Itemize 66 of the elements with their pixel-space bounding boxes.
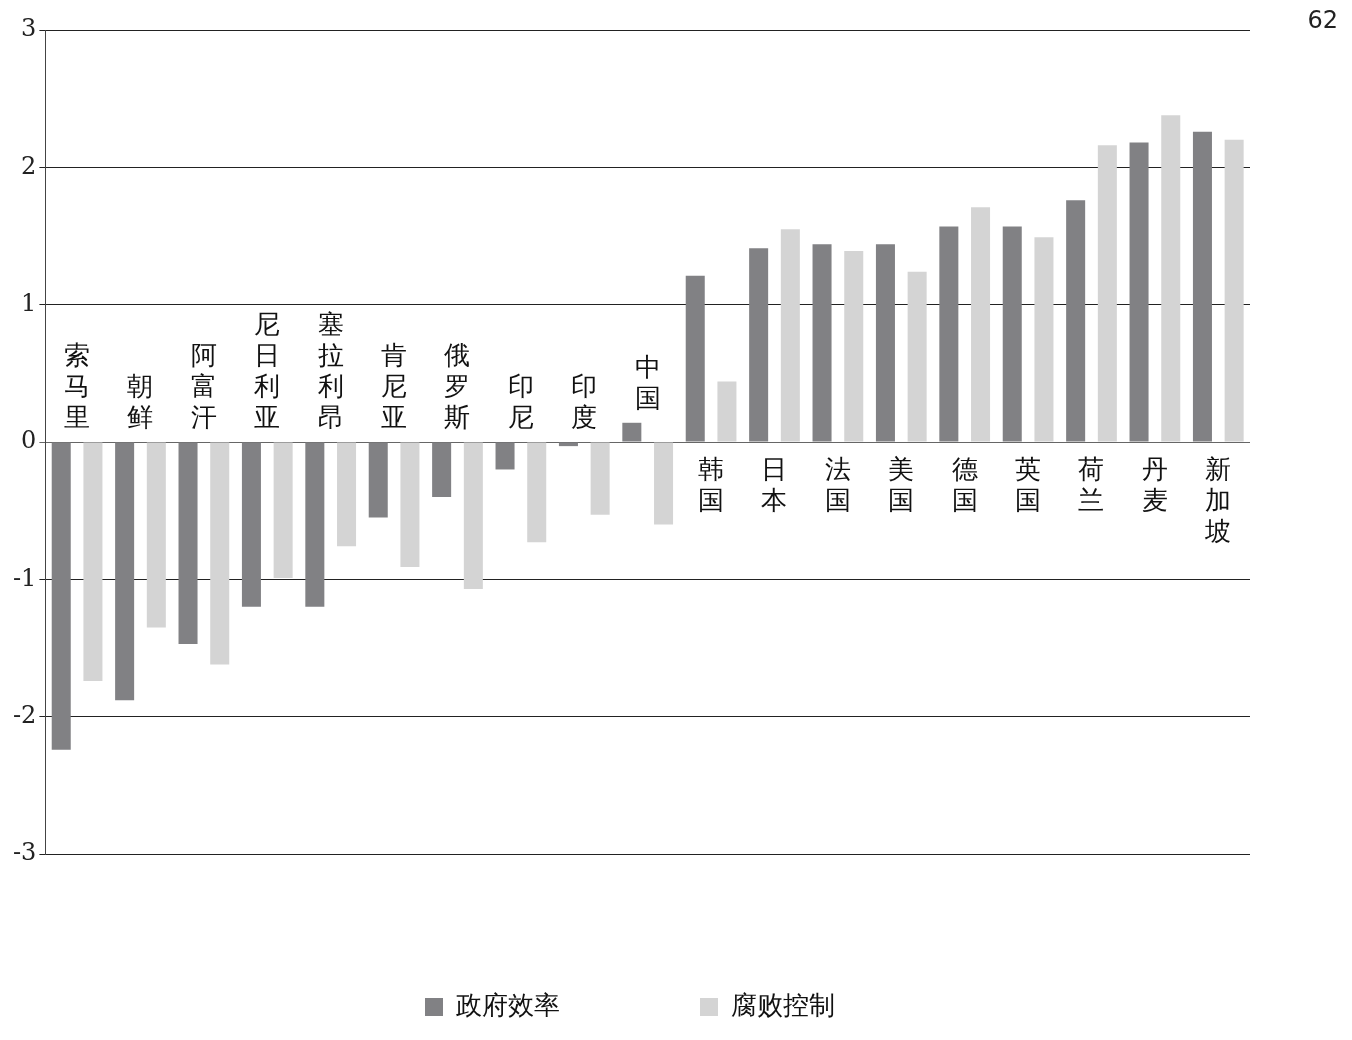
bar [907,271,927,442]
x-tick-label: 日本 [761,453,788,515]
bar [305,442,325,607]
x-tick-label: 印尼 [507,370,534,432]
bar [1097,145,1117,442]
x-tick-label: 索马里 [64,339,91,432]
y-tick-label: -2 [12,700,37,729]
y-tick-label: 0 [21,426,37,455]
y-tick-label: 3 [21,14,37,43]
bar [622,422,642,442]
bar [654,442,674,525]
x-tick-label: 印度 [571,370,598,432]
bar [844,251,864,442]
bar [178,442,198,644]
x-tick-label: 朝鲜 [127,370,154,432]
text: 62 [1307,6,1338,34]
bar [51,442,71,750]
x-tick-label: 美国 [888,453,915,515]
bar [685,275,705,442]
bar [1066,200,1086,442]
bar [1161,115,1181,442]
bar [812,244,832,442]
bar [241,442,261,607]
x-tick-label: 荷兰 [1078,453,1105,515]
bar [337,442,357,547]
y-tick-label: -3 [12,838,37,867]
x-tick-label: 肯尼亚 [381,339,408,432]
bar [749,248,769,442]
legend-label: 腐败控制 [731,989,835,1020]
bar [939,226,959,442]
bar [1129,142,1149,442]
bar [432,442,452,497]
bar [590,442,610,515]
x-tick-label: 塞拉利昂 [317,308,344,432]
x-tick-label: 丹麦 [1141,453,1168,515]
bar [875,244,895,442]
bar [1002,226,1022,442]
bar [83,442,103,681]
x-tick-label: 德国 [951,453,978,515]
x-tick-label: 中国 [634,351,661,413]
x-tick-label: 新加坡 [1204,453,1232,546]
bar [1034,237,1054,442]
x-tick-label: 英国 [1015,453,1042,515]
bar [210,442,230,665]
y-tick-label: 1 [21,288,37,317]
y-tick-label: -1 [12,563,37,592]
bar [780,229,800,442]
x-tick-label: 阿富汗 [190,339,217,432]
y-tick-label: 2 [21,151,37,180]
bar [495,442,515,470]
legend-label: 政府效率 [456,989,560,1020]
bar [368,442,388,518]
bar [400,442,420,567]
x-tick-label: 俄罗斯 [444,339,471,432]
bar [146,442,166,628]
bar [527,442,547,543]
x-tick-label: 尼日利亚 [254,308,281,432]
bar [463,442,483,589]
bar [1224,139,1244,442]
x-tick-label: 法国 [824,453,851,515]
bar [971,207,991,442]
bar [273,442,293,578]
bar [115,442,135,701]
bar [717,381,737,442]
x-tick-label: 韩国 [698,453,725,515]
bar [1192,131,1212,442]
